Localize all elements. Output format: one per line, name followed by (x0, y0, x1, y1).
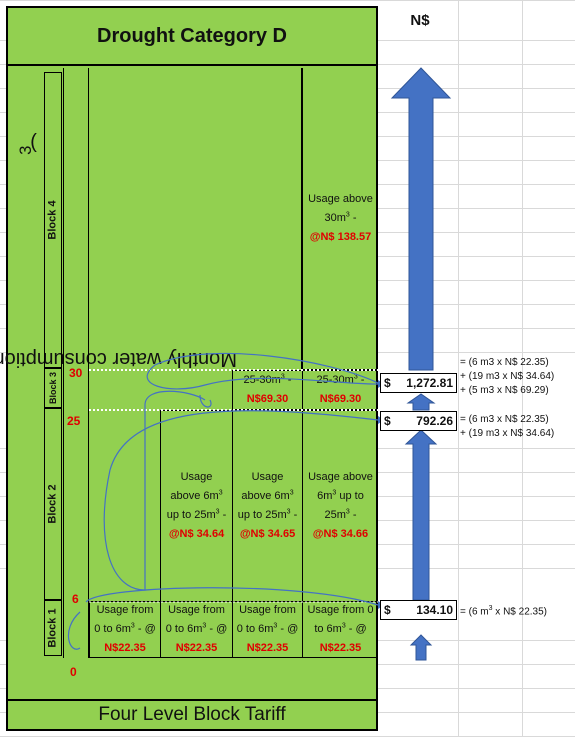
block-4-column: Block 4 (44, 72, 62, 368)
y-tick-6: 6 (72, 592, 79, 606)
arrow-block2 (404, 429, 438, 601)
tick-column (63, 68, 89, 658)
currency-label: N$ (410, 12, 430, 29)
y-tick-25: 25 (67, 414, 81, 428)
formula-block1: = (6 m3 x N$ 22.35) (460, 605, 548, 618)
amount-block3: $1,272.81 (380, 373, 457, 393)
formula-block2: = (6 m3 x N$ 22.35) + (19 m3 x N$ 34.64) (460, 414, 555, 439)
y-tick-30: 30 (69, 366, 83, 380)
block-2-column: Block 2 (44, 408, 62, 600)
block2-cell-2: Usage above 6m3 up to 25m3 - @N$ 34.65 (232, 410, 303, 602)
arrow-block4 (390, 67, 452, 371)
formula-block3: = (6 m3 x N$ 22.35) + (19 m3 x N$ 34.64)… (460, 357, 555, 396)
block2-cell-3: Usage above 6m3 up to 25m3 - @N$ 34.66 (302, 410, 378, 602)
connector-curves (67, 352, 379, 650)
block-3-column: Block 3 (44, 368, 62, 408)
chart-footer: Four Level Block Tariff (6, 699, 378, 731)
arrow-block3 (406, 393, 436, 411)
y-tick-0: 0 (70, 665, 77, 679)
arrow-block1 (409, 634, 433, 661)
block-1-column: Block 1 (44, 600, 62, 656)
block1-cell-4: Usage from 0 to 6m3 - @ N$22.35 (302, 601, 378, 658)
chart-title: Drought Category D (6, 6, 378, 66)
block1-cell-2: Usage from 0 to 6m3 - @ N$22.35 (160, 601, 233, 658)
amount-block1: $134.10 (380, 600, 457, 620)
amount-block2: $792.26 (380, 411, 457, 431)
block4-empty-area (89, 68, 302, 370)
block3-cell-1: 25-30m3 - N$69.30 (232, 370, 303, 410)
